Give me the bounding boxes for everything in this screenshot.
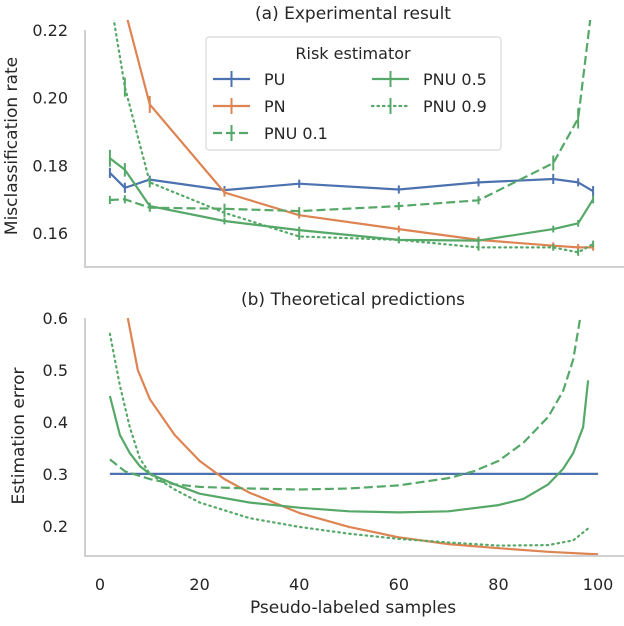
- ytick-label-a: 0.18: [32, 156, 68, 175]
- xtick-label-b: 20: [189, 575, 209, 594]
- legend-frame: [205, 36, 502, 151]
- legend-label: PN: [264, 97, 286, 116]
- ytick-label-b: 0.6: [43, 309, 68, 328]
- series-line-pn: [126, 317, 599, 556]
- panel-a-yticks: 0.16 0.18 0.20 0.22: [32, 21, 68, 243]
- legend-title: Risk estimator: [295, 44, 411, 63]
- panel-b-ylabel: Estimation error: [9, 367, 29, 504]
- legend-label: PNU 0.5: [423, 70, 487, 89]
- series-line-pnu-0-5: [108, 380, 590, 514]
- ytick-label-b: 0.2: [43, 517, 68, 536]
- ytick-label-b: 0.3: [43, 465, 68, 484]
- panel-b-title: (b) Theoretical predictions: [241, 290, 465, 310]
- panel-b-ticks: 0.2 0.3 0.4 0.5 0.6 0 20 40 60 80 100: [43, 309, 614, 594]
- legend-item-pnu-0-1: PNU 0.1: [213, 124, 328, 143]
- xtick-label-b: 80: [488, 575, 508, 594]
- series-line-pnu-0-1: [109, 317, 582, 491]
- series-line-pnu-0-9: [112, 20, 595, 254]
- legend-label: PNU 0.9: [423, 97, 487, 116]
- ytick-label-a: 0.16: [32, 224, 68, 243]
- panel-a-title: (a) Experimental result: [255, 4, 451, 24]
- panel-a-series: [108, 20, 595, 256]
- panel-a: (a) Experimental result Misclassificatio…: [2, 4, 624, 268]
- xtick-label-b: 60: [389, 575, 409, 594]
- legend-item-pnu-0-9: PNU 0.9: [370, 97, 487, 116]
- legend-item-pn: PN: [213, 97, 286, 116]
- ytick-label-a: 0.22: [32, 21, 68, 40]
- legend-label: PNU 0.1: [264, 124, 328, 143]
- panel-b-xlabel: Pseudo-labeled samples: [250, 598, 456, 618]
- xtick-label-b: 0: [95, 575, 105, 594]
- series-line-pnu-0-9: [108, 332, 590, 547]
- ytick-label-b: 0.5: [43, 361, 68, 380]
- xtick-label-b: 40: [289, 575, 309, 594]
- series-line-pn: [126, 20, 594, 249]
- xtick-label-b: 100: [583, 575, 614, 594]
- panel-a-ylabel: Misclassification rate: [2, 57, 22, 235]
- ytick-label-a: 0.20: [32, 89, 68, 108]
- series-line-pu: [109, 172, 594, 193]
- series-line-pnu-0-5: [109, 157, 595, 242]
- series-line-pnu-0-1: [109, 20, 592, 213]
- legend-item-pnu-0-5: PNU 0.5: [372, 70, 487, 89]
- panel-b-series: [108, 317, 599, 556]
- legend: Risk estimator PU PN PNU 0.1 PNU 0.5 PNU 0.9: [205, 36, 502, 151]
- ytick-label-b: 0.4: [43, 413, 68, 432]
- legend-label: PU: [264, 70, 285, 89]
- legend-item-pu: PU: [213, 70, 285, 89]
- panel-b: (b) Theoretical predictions Estimation e…: [9, 290, 624, 618]
